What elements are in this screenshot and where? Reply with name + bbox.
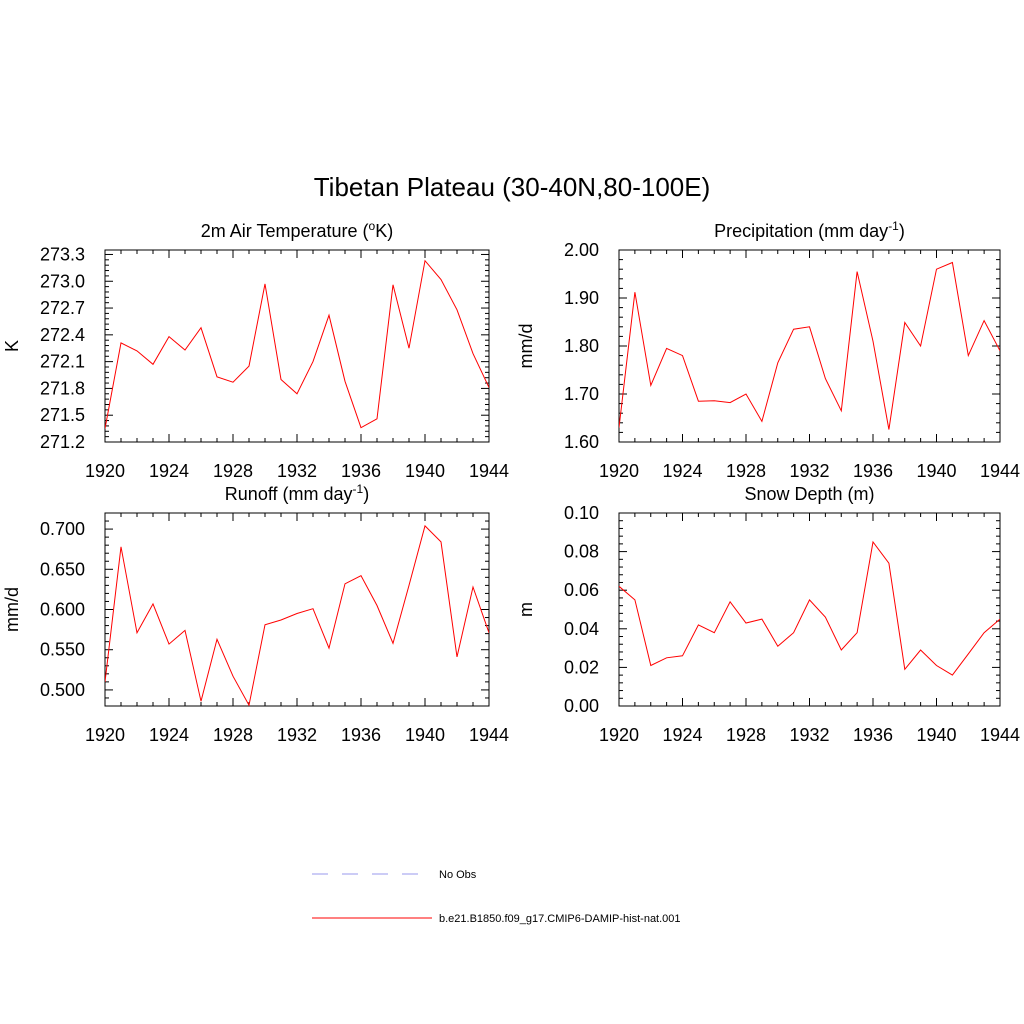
panel-title-superscript: o — [369, 219, 376, 233]
panel-title: 2m Air Temperature (oK) — [201, 219, 393, 241]
y-tick-label: 1.80 — [564, 336, 599, 356]
panel-title-main: 2m Air Temperature ( — [201, 221, 369, 241]
x-tick-label: 1928 — [213, 725, 253, 745]
panel-3: Runoff (mm day-1) mm/d 1920 1924 1928 1932 193… — [2, 482, 509, 745]
y-axis-label: mm/d — [2, 587, 22, 632]
x-tick-label: 1928 — [726, 461, 766, 481]
x-tick-label: 1936 — [341, 461, 381, 481]
legend-item: b.e21.B1850.f09_g17.CMIP6-DAMIP-hist-nat… — [312, 913, 681, 925]
y-tick-label: 0.650 — [40, 559, 85, 579]
main-title: Tibetan Plateau (30-40N,80-100E) — [314, 172, 711, 202]
legend-label: No Obs — [439, 869, 477, 881]
series-line — [105, 524, 489, 706]
y-tick-label: 273.3 — [40, 244, 85, 264]
panel-title-tail: ) — [363, 484, 369, 504]
panel-title-superscript: -1 — [353, 482, 364, 496]
legend-item: No Obs — [312, 869, 477, 881]
panel-title-main: Runoff (mm day — [225, 484, 353, 504]
x-tick-label: 1936 — [853, 725, 893, 745]
panel-title-main: Precipitation (mm day — [714, 221, 888, 241]
y-axis-label: m — [516, 602, 536, 617]
y-tick-label: 0.600 — [40, 600, 85, 620]
y-tick-label: 1.90 — [564, 288, 599, 308]
x-tick-label: 1928 — [213, 461, 253, 481]
y-tick-label: 0.00 — [564, 696, 599, 716]
x-tick-label: 1944 — [980, 461, 1020, 481]
y-tick-label: 0.10 — [564, 503, 599, 523]
y-tick-label: 0.08 — [564, 542, 599, 562]
x-tick-label: 1924 — [149, 725, 189, 745]
x-tick-label: 1940 — [405, 725, 445, 745]
x-tick-label: 1932 — [277, 725, 317, 745]
y-tick-label: 271.2 — [40, 432, 85, 452]
panels: 2m Air Temperature (oK) K 1920 1924 1928 1932… — [2, 219, 1020, 745]
y-tick-label: 0.700 — [40, 519, 85, 539]
y-tick-label: 272.7 — [40, 298, 85, 318]
legend: No Obs b.e21.B1850.f09_g17.CMIP6-DAMIP-hi… — [312, 869, 681, 925]
x-tick-label: 1932 — [789, 461, 829, 481]
panel-title-main: Snow Depth (m) — [744, 484, 874, 504]
y-tick-label: 271.8 — [40, 378, 85, 398]
plot-frame — [104, 249, 490, 443]
x-tick-label: 1928 — [726, 725, 766, 745]
panel-title-superscript: -1 — [888, 219, 899, 233]
panel-2: Precipitation (mm day-1) mm/d 1920 1924 1928… — [516, 219, 1020, 481]
panel-title: Snow Depth (m) — [744, 484, 874, 504]
panel-1: 2m Air Temperature (oK) K 1920 1924 1928 1932… — [2, 219, 509, 481]
panel-title: Runoff (mm day-1) — [225, 482, 369, 504]
y-tick-label: 0.04 — [564, 619, 599, 639]
x-tick-label: 1936 — [853, 461, 893, 481]
y-tick-label: 1.60 — [564, 432, 599, 452]
x-tick-label: 1940 — [916, 725, 956, 745]
y-tick-label: 272.4 — [40, 325, 85, 345]
y-tick-label: 272.1 — [40, 352, 85, 372]
x-tick-label: 1944 — [980, 725, 1020, 745]
panel-4: Snow Depth (m) m 1920 1924 1928 1932 1936 1940 1… — [516, 484, 1020, 745]
y-axis-label: mm/d — [516, 324, 536, 369]
panel-title-tail: ) — [899, 221, 905, 241]
panel-title-tail: K) — [375, 221, 393, 241]
x-tick-label: 1920 — [85, 725, 125, 745]
x-tick-label: 1944 — [469, 725, 509, 745]
x-tick-label: 1940 — [405, 461, 445, 481]
y-tick-label: 2.00 — [564, 240, 599, 260]
y-tick-label: 0.02 — [564, 657, 599, 677]
y-tick-label: 1.70 — [564, 384, 599, 404]
x-tick-label: 1920 — [599, 461, 639, 481]
y-tick-label: 0.06 — [564, 580, 599, 600]
plot-frame — [618, 249, 1001, 443]
y-tick-label: 0.550 — [40, 640, 85, 660]
x-tick-label: 1932 — [277, 461, 317, 481]
y-tick-label: 273.0 — [40, 271, 85, 291]
plot-frame — [618, 512, 1001, 707]
x-tick-label: 1944 — [469, 461, 509, 481]
x-tick-label: 1924 — [662, 725, 702, 745]
panel-title: Precipitation (mm day-1) — [714, 219, 905, 241]
x-tick-label: 1920 — [85, 461, 125, 481]
x-tick-label: 1936 — [341, 725, 381, 745]
x-tick-label: 1924 — [149, 461, 189, 481]
x-tick-label: 1920 — [599, 725, 639, 745]
series-line — [619, 261, 1000, 430]
x-tick-label: 1924 — [662, 461, 702, 481]
x-tick-label: 1932 — [789, 725, 829, 745]
plot-frame — [104, 512, 490, 707]
legend-label: b.e21.B1850.f09_g17.CMIP6-DAMIP-hist-nat… — [439, 913, 681, 925]
series-line — [619, 540, 1000, 676]
x-tick-label: 1940 — [916, 461, 956, 481]
y-axis-label: K — [2, 340, 22, 352]
series-line — [105, 259, 489, 429]
y-tick-label: 271.5 — [40, 405, 85, 425]
y-tick-label: 0.500 — [40, 680, 85, 700]
